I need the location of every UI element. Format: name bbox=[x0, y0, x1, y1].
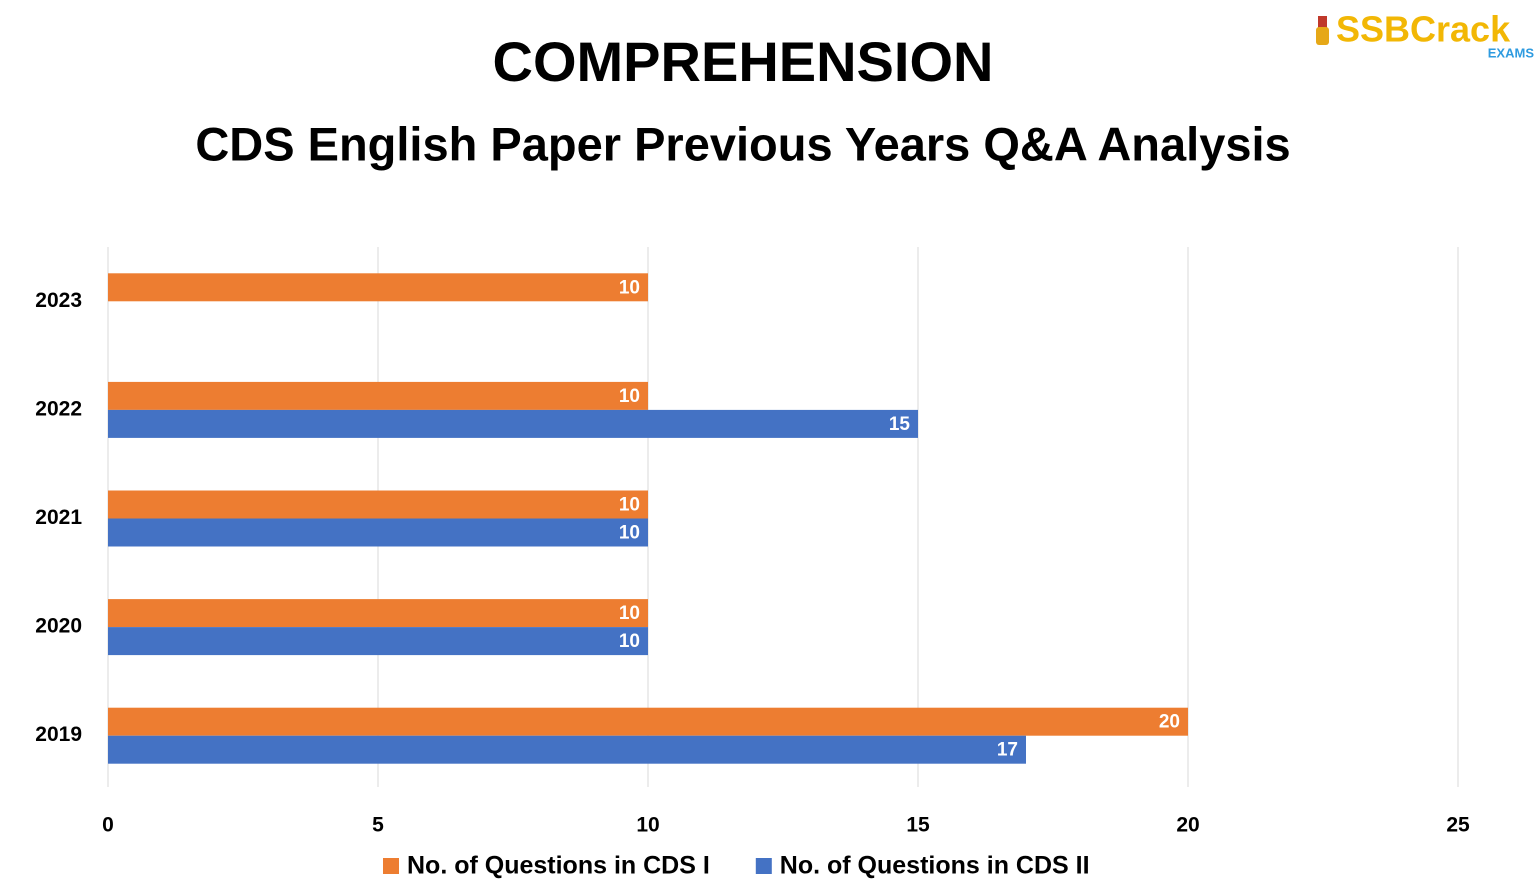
value-label: 10 bbox=[619, 523, 640, 544]
chart-title: COMPREHENSION bbox=[493, 30, 994, 93]
y-tick-label: 2019 bbox=[35, 723, 82, 746]
y-tick-label: 2023 bbox=[35, 289, 82, 312]
value-label: 10 bbox=[619, 386, 640, 407]
logo-medal bbox=[1316, 27, 1329, 45]
logo-ribbon bbox=[1318, 16, 1327, 28]
value-label: 15 bbox=[889, 414, 911, 435]
legend-swatch bbox=[383, 858, 399, 874]
bar bbox=[108, 409, 918, 438]
y-tick-label: 2020 bbox=[35, 615, 82, 638]
value-label: 10 bbox=[619, 603, 640, 624]
value-label: 10 bbox=[619, 277, 640, 298]
x-tick-label: 15 bbox=[906, 814, 930, 837]
logo-text: SSBCrack bbox=[1336, 9, 1511, 50]
x-tick-label: 0 bbox=[102, 814, 114, 837]
bar bbox=[108, 735, 1026, 764]
y-tick-label: 2021 bbox=[35, 506, 82, 529]
bar bbox=[108, 627, 648, 656]
x-tick-label: 20 bbox=[1176, 814, 1199, 837]
value-label: 10 bbox=[619, 495, 640, 516]
bar bbox=[108, 273, 648, 302]
x-tick-label: 25 bbox=[1446, 814, 1470, 837]
value-label: 20 bbox=[1159, 712, 1180, 733]
y-tick-label: 2022 bbox=[35, 397, 82, 420]
bar bbox=[108, 381, 648, 410]
bar bbox=[108, 490, 648, 519]
logo: SSBCrack EXAMS bbox=[1316, 9, 1535, 60]
legend-label: No. of Questions in CDS II bbox=[780, 852, 1090, 880]
logo-subtext: EXAMS bbox=[1488, 45, 1535, 60]
bar bbox=[108, 599, 648, 628]
legend-swatch bbox=[755, 858, 772, 874]
value-label: 10 bbox=[619, 631, 640, 652]
legend-label: No. of Questions in CDS I bbox=[407, 852, 710, 880]
bar bbox=[108, 707, 1188, 736]
value-label: 17 bbox=[997, 740, 1018, 761]
x-tick-label: 10 bbox=[636, 814, 659, 837]
x-tick-label: 5 bbox=[372, 814, 384, 837]
bar bbox=[108, 518, 648, 547]
chart-subtitle: CDS English Paper Previous Years Q&A Ana… bbox=[195, 117, 1290, 170]
